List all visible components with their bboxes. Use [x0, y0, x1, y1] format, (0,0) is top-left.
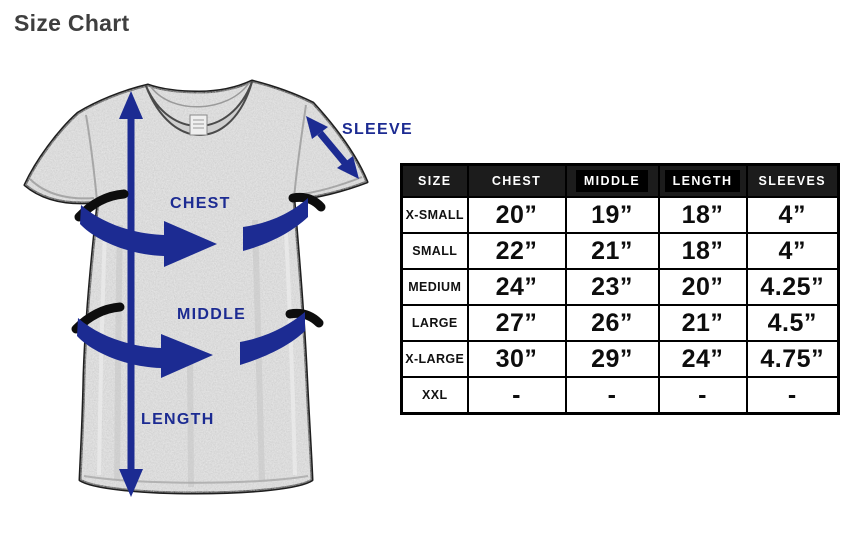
length-label: LENGTH: [141, 411, 215, 428]
col-header-middle: MIDDLE: [564, 163, 660, 198]
value-cell: 18”: [657, 232, 748, 270]
size-cell: LARGE: [400, 304, 469, 342]
value-cell: 4”: [745, 232, 840, 270]
sleeve-seams: [29, 104, 363, 202]
table-row: X-LARGE 30” 29” 24” 4.75”: [400, 340, 840, 378]
neck-tag: [189, 114, 208, 136]
page-title: Size Chart: [14, 10, 130, 36]
value-cell: 4”: [745, 196, 840, 234]
size-cell: XXL: [400, 376, 469, 415]
value-cell: 19”: [564, 196, 660, 234]
col-header-length: LENGTH: [657, 163, 748, 198]
value-cell: 23”: [564, 268, 660, 306]
table-row: XXL - - - -: [400, 376, 840, 415]
value-cell: -: [745, 376, 840, 415]
size-cell: MEDIUM: [400, 268, 469, 306]
table-row: LARGE 27” 26” 21” 4.5”: [400, 304, 840, 342]
value-cell: 4.75”: [745, 340, 840, 378]
value-cell: 30”: [466, 340, 567, 378]
size-chart-table: SIZE CHEST MIDDLE LENGTH SLEEVES X-SMALL…: [400, 163, 840, 415]
chest-label: CHEST: [170, 195, 231, 212]
size-cell: SMALL: [400, 232, 469, 270]
value-cell: 24”: [466, 268, 567, 306]
value-cell: 4.5”: [745, 304, 840, 342]
value-cell: -: [466, 376, 567, 415]
chest-wrap-arrow-icon: [74, 189, 326, 267]
col-header-sleeves: SLEEVES: [745, 163, 840, 198]
value-cell: 24”: [657, 340, 748, 378]
value-cell: 18”: [657, 196, 748, 234]
value-cell: -: [657, 376, 748, 415]
table-row: SMALL 22” 21” 18” 4”: [400, 232, 840, 270]
table-row: X-SMALL 20” 19” 18” 4”: [400, 196, 840, 234]
col-header-chest: CHEST: [466, 163, 567, 198]
header-highlight: MIDDLE: [575, 170, 649, 192]
middle-wrap-arrow-icon: [71, 302, 324, 378]
value-cell: 26”: [564, 304, 660, 342]
sleeve-label: SLEEVE: [342, 121, 413, 138]
value-cell: 29”: [564, 340, 660, 378]
value-cell: 21”: [657, 304, 748, 342]
size-diagram: CHEST MIDDLE LENGTH SLEEVE: [0, 55, 420, 537]
value-cell: 4.25”: [745, 268, 840, 306]
table-header-row: SIZE CHEST MIDDLE LENGTH SLEEVES: [400, 163, 840, 198]
size-cell: X-SMALL: [400, 196, 469, 234]
tshirt-illustration: [23, 79, 369, 497]
value-cell: 27”: [466, 304, 567, 342]
sleeve-double-arrow-icon: [306, 116, 359, 179]
size-cell: X-LARGE: [400, 340, 469, 378]
collar: [145, 81, 253, 136]
value-cell: 21”: [564, 232, 660, 270]
table-row: MEDIUM 24” 23” 20” 4.25”: [400, 268, 840, 306]
value-cell: -: [564, 376, 660, 415]
length-double-arrow-icon: [119, 91, 143, 497]
header-highlight: LENGTH: [664, 170, 741, 192]
value-cell: 20”: [466, 196, 567, 234]
value-cell: 22”: [466, 232, 567, 270]
value-cell: 20”: [657, 268, 748, 306]
col-header-size: SIZE: [400, 163, 469, 198]
middle-label: MIDDLE: [177, 306, 247, 323]
